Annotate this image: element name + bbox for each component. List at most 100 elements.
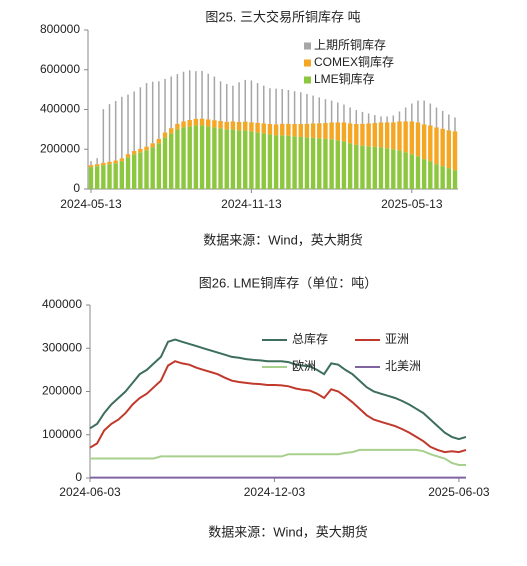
- bar-segment: [275, 88, 277, 125]
- y-tick-label: 0: [75, 470, 82, 484]
- bar-segment: [347, 143, 353, 189]
- bar-segment: [335, 122, 340, 141]
- bar-segment: [206, 126, 211, 189]
- bar-segment: [374, 115, 376, 124]
- bar-segment: [354, 144, 359, 189]
- bar-segment: [397, 150, 402, 189]
- bar-segment: [372, 123, 377, 147]
- bar-segment: [341, 141, 347, 189]
- bar-segment: [114, 100, 117, 161]
- bar-segment: [243, 130, 248, 189]
- bar-segment: [236, 130, 242, 189]
- bar-segment: [193, 118, 199, 126]
- bar-segment: [280, 135, 285, 189]
- legend-label: LME铜库存: [314, 71, 375, 86]
- bar-segment: [367, 113, 370, 124]
- bar-segment: [273, 124, 279, 136]
- bar-segment: [119, 161, 125, 189]
- bar-segment: [448, 114, 450, 131]
- legend-label: 亚洲: [385, 332, 409, 346]
- bar-segment: [366, 123, 371, 147]
- bar-segment: [212, 127, 217, 189]
- bar-segment: [187, 120, 192, 127]
- bar-segment: [150, 143, 155, 148]
- bar-segment: [452, 170, 458, 189]
- bar-segment: [286, 135, 291, 189]
- bar-segment: [287, 90, 290, 124]
- bar-segment: [138, 148, 143, 153]
- source-note: 数据来源：Wind，英大期货: [203, 232, 363, 247]
- chart-title: 图25. 三大交易所铜库存 吨: [205, 9, 360, 24]
- bar-segment: [409, 154, 415, 189]
- bar-segment: [199, 118, 205, 126]
- bar-segment: [88, 165, 94, 168]
- bar-segment: [304, 123, 310, 138]
- bar-segment: [298, 124, 303, 137]
- x-tick-label: 2025-06-03: [428, 485, 490, 499]
- bar-segment: [409, 121, 415, 155]
- bar-segment: [434, 164, 439, 189]
- bar-segment: [306, 93, 308, 124]
- bar-segment: [267, 134, 273, 189]
- bar-segment: [446, 168, 452, 189]
- bar-segment: [138, 152, 143, 189]
- bar-segment: [355, 110, 358, 125]
- bar-segment: [361, 111, 364, 124]
- bar-segment: [107, 164, 112, 189]
- bar-segment: [335, 140, 340, 189]
- bar-segment: [403, 121, 408, 153]
- bar-segment: [158, 81, 160, 139]
- bar-segment: [273, 135, 279, 189]
- bar-segment: [403, 152, 408, 189]
- bar-segment: [145, 83, 148, 147]
- bar-segment: [206, 119, 211, 127]
- bar-segment: [304, 137, 310, 189]
- bar-segment: [90, 161, 92, 166]
- bar-segment: [238, 82, 240, 123]
- legend-swatch: [304, 59, 311, 67]
- bar-segment: [323, 123, 328, 139]
- x-tick-label: 2024-05-13: [60, 197, 122, 211]
- legend-label: COMEX铜库存: [314, 54, 394, 69]
- bar-segment: [337, 102, 339, 123]
- bar-segment: [298, 136, 303, 189]
- y-tick-label: 400000: [40, 102, 80, 116]
- bar-segment: [286, 123, 291, 136]
- bar-segment: [428, 161, 433, 189]
- bar-segment: [119, 158, 125, 162]
- bar-segment: [162, 132, 168, 138]
- bar-segment: [386, 116, 388, 123]
- bar-segment: [384, 122, 390, 149]
- bar-segment: [169, 133, 174, 189]
- y-tick-label: 800000: [40, 22, 80, 36]
- bar-segment: [108, 104, 111, 162]
- bar-segment: [300, 92, 302, 125]
- bar-segment: [182, 71, 185, 122]
- line-series: [90, 448, 466, 466]
- bar-segment: [262, 85, 265, 124]
- bar-segment: [156, 143, 162, 189]
- bar-segment: [230, 121, 236, 130]
- bar-segment: [156, 138, 162, 144]
- legend-label: 总库存: [292, 331, 328, 346]
- bar-segment: [125, 157, 131, 189]
- bar-segment: [255, 122, 260, 133]
- bar-segment: [440, 166, 445, 189]
- x-tick-label: 2025-05-13: [381, 197, 443, 211]
- y-tick-label: 600000: [40, 62, 80, 76]
- bar-segment: [372, 146, 377, 189]
- bar-segment: [199, 125, 205, 189]
- bar-segment: [96, 158, 98, 165]
- bar-segment: [280, 123, 285, 136]
- bar-segment: [446, 130, 452, 169]
- bar-segment: [428, 125, 433, 162]
- bar-segment: [244, 79, 246, 122]
- bar-segment: [164, 78, 166, 133]
- legend-label: 北美洲: [385, 359, 421, 373]
- bar-segment: [181, 127, 186, 189]
- bar-segment: [429, 103, 432, 126]
- bar-segment: [391, 149, 396, 189]
- bar-segment: [113, 163, 118, 189]
- bar-segment: [281, 89, 284, 124]
